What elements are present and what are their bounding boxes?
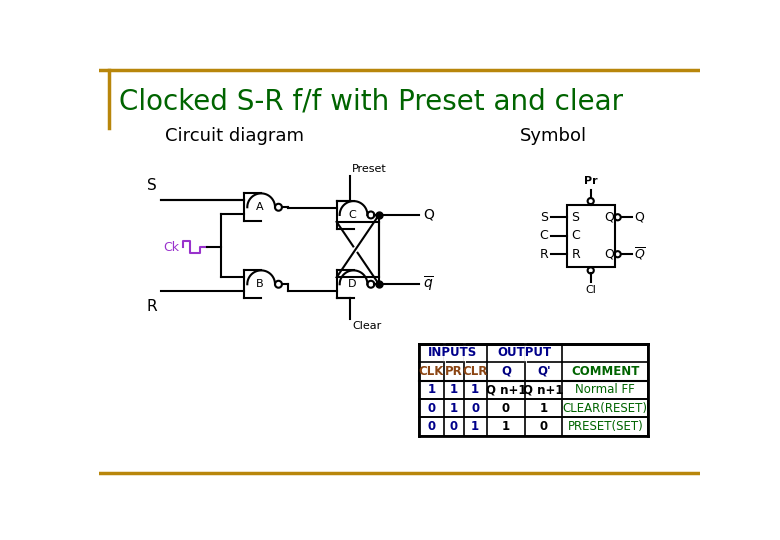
Text: Clear: Clear xyxy=(352,321,381,331)
Text: CLEAR(RESET): CLEAR(RESET) xyxy=(563,402,648,415)
Text: Pr: Pr xyxy=(584,177,597,186)
Text: COMMENT: COMMENT xyxy=(571,364,640,378)
Text: PRESET(SET): PRESET(SET) xyxy=(568,420,644,433)
Text: Normal FF: Normal FF xyxy=(576,383,635,396)
Text: Ck: Ck xyxy=(163,241,179,254)
Text: Preset: Preset xyxy=(352,164,387,174)
Text: Q: Q xyxy=(423,208,434,222)
Text: Q': Q' xyxy=(537,364,551,378)
Text: C: C xyxy=(348,210,356,220)
Text: PR: PR xyxy=(445,364,463,378)
Text: Circuit diagram: Circuit diagram xyxy=(165,127,303,145)
Text: Q n+1: Q n+1 xyxy=(523,383,564,396)
Text: 0: 0 xyxy=(502,402,510,415)
Text: OUTPUT: OUTPUT xyxy=(498,346,551,359)
Text: S: S xyxy=(147,178,158,193)
Text: B: B xyxy=(256,279,264,289)
Text: Q n+1: Q n+1 xyxy=(486,383,526,396)
Bar xyxy=(567,205,615,267)
Text: R: R xyxy=(572,248,580,261)
Text: 0: 0 xyxy=(471,402,479,415)
Text: 0: 0 xyxy=(427,402,435,415)
Text: 1: 1 xyxy=(427,383,435,396)
Text: CLR: CLR xyxy=(463,364,488,378)
Text: 1: 1 xyxy=(540,402,548,415)
Text: $\overline{Q}$: $\overline{Q}$ xyxy=(634,246,646,262)
Text: CLK: CLK xyxy=(419,364,444,378)
Text: R: R xyxy=(147,299,158,314)
Text: Cl: Cl xyxy=(585,285,596,295)
Text: $\overline{q}$: $\overline{q}$ xyxy=(423,275,434,294)
Text: Q: Q xyxy=(501,364,511,378)
Text: 1: 1 xyxy=(471,383,479,396)
Text: 0: 0 xyxy=(540,420,548,433)
Text: 1: 1 xyxy=(449,402,458,415)
Text: 1: 1 xyxy=(449,383,458,396)
Text: S: S xyxy=(572,211,580,224)
Text: Q: Q xyxy=(634,211,644,224)
Text: INPUTS: INPUTS xyxy=(428,346,477,359)
Text: Symbol: Symbol xyxy=(520,127,587,145)
Text: 1: 1 xyxy=(502,420,510,433)
Text: S: S xyxy=(541,211,548,224)
Text: Q: Q xyxy=(604,211,614,224)
Text: A: A xyxy=(256,202,264,212)
Text: D: D xyxy=(348,279,356,289)
Text: 1: 1 xyxy=(471,420,479,433)
Text: Clocked S-R f/f with Preset and clear: Clocked S-R f/f with Preset and clear xyxy=(119,88,622,116)
Text: 0: 0 xyxy=(427,420,435,433)
Text: R: R xyxy=(540,248,548,261)
Text: 0: 0 xyxy=(449,420,458,433)
Text: C: C xyxy=(540,230,548,242)
Text: Q: Q xyxy=(604,248,614,261)
Text: C: C xyxy=(572,230,580,242)
